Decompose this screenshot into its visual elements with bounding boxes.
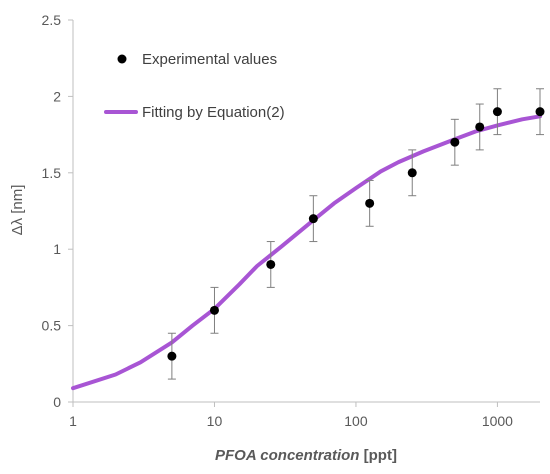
x-axis-title-main: PFOA concentration [215, 447, 359, 464]
axes [68, 19, 540, 407]
x-tick-label: 100 [344, 413, 368, 429]
y-tick-labels: 0 0.5 1 1.5 2 2.5 [42, 12, 62, 410]
data-marker [167, 351, 177, 361]
y-tick-label: 1 [53, 241, 61, 257]
x-axis-title: PFOA concentration [ppt] [215, 447, 397, 464]
data-point [407, 149, 417, 197]
data-point [209, 286, 219, 334]
y-tick-label: 0 [53, 394, 61, 410]
y-tick-label: 2 [53, 88, 61, 104]
data-point [266, 241, 276, 288]
y-tick-label: 0.5 [42, 318, 62, 334]
data-marker [365, 198, 375, 208]
data-point [450, 118, 460, 166]
legend: Experimental values Fitting by Equation(2… [104, 51, 285, 121]
x-tick-label: 1000 [482, 413, 513, 429]
data-point [535, 88, 545, 136]
data-marker [407, 168, 417, 178]
data-marker [450, 137, 460, 147]
data-marker [266, 259, 276, 269]
x-tick-labels: 1 10 100 1000 [69, 413, 513, 429]
data-point [475, 103, 485, 151]
data-marker [209, 305, 219, 315]
data-marker [475, 122, 485, 132]
points-group [167, 88, 545, 380]
data-point [167, 332, 177, 380]
data-marker [308, 214, 318, 224]
data-marker [492, 107, 502, 117]
y-tick-label: 2.5 [42, 12, 62, 28]
x-axis-title-unit: [ppt] [359, 447, 396, 464]
fit-line-group [71, 114, 542, 391]
fit-line [71, 114, 542, 391]
y-axis-title: Δλ [nm] [9, 185, 26, 236]
legend-label-experimental: Experimental values [142, 51, 277, 68]
legend-label-fit: Fitting by Equation(2) [142, 104, 285, 121]
data-point [365, 179, 375, 227]
data-point [492, 88, 502, 136]
x-tick-label: 10 [207, 413, 223, 429]
legend-marker-experimental [117, 54, 127, 64]
x-tick-label: 1 [69, 413, 77, 429]
data-point [308, 195, 318, 243]
y-tick-label: 1.5 [42, 165, 62, 181]
data-marker [535, 107, 545, 117]
